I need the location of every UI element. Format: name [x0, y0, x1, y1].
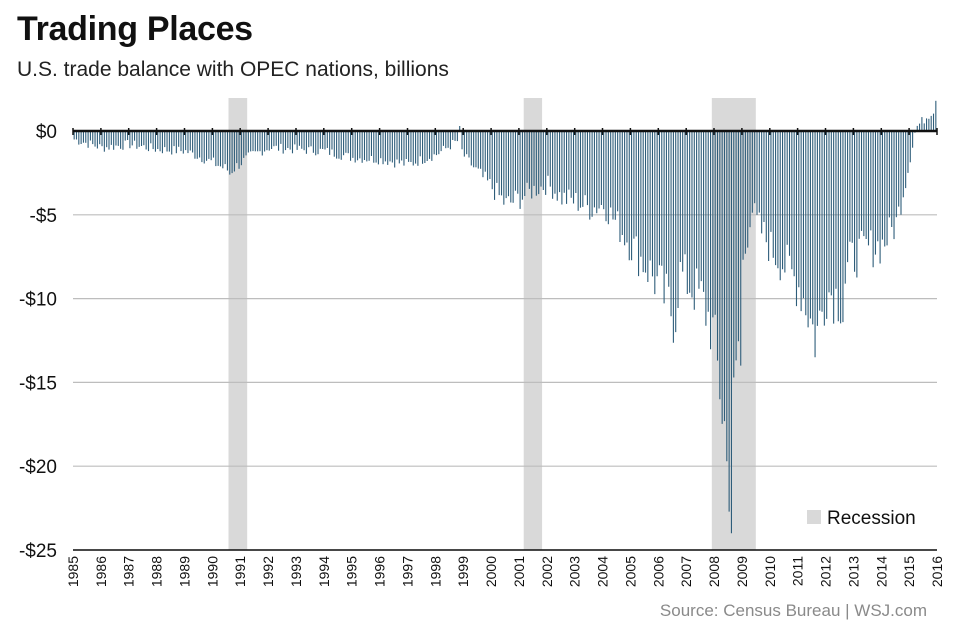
x-tick-label: 1988	[149, 556, 165, 587]
y-tick-label: -$20	[19, 457, 57, 478]
x-tick-label: 2006	[650, 556, 666, 587]
x-tick-label: 1994	[316, 556, 332, 587]
y-tick-label: $0	[36, 122, 57, 143]
recession-band-0	[228, 98, 248, 550]
chart-title: Trading Places	[17, 10, 253, 48]
x-tick-label: 1997	[400, 556, 416, 587]
legend: Recession	[807, 508, 916, 529]
x-tick-label: 1993	[288, 556, 304, 587]
x-tick-label: 1998	[427, 556, 443, 587]
x-tick-label: 2008	[706, 556, 722, 587]
x-tick-label: 1996	[372, 556, 388, 587]
chart-subtitle: U.S. trade balance with OPEC nations, bi…	[17, 58, 449, 81]
axes: 1985 1986 1987 1988 1989 1990 1991 1992 1993 1994…	[65, 128, 945, 587]
x-tick-label: 1990	[204, 556, 220, 587]
x-tick-label: 1992	[260, 556, 276, 587]
y-tick-label: -$10	[19, 290, 57, 311]
x-tick-label: 1999	[455, 556, 471, 587]
x-tick-label: 2013	[845, 556, 861, 587]
x-tick-label: 1985	[65, 556, 81, 587]
x-tick-label: 2010	[762, 556, 778, 587]
x-tick-label: 2007	[678, 556, 694, 587]
x-tick-label: 2004	[595, 556, 611, 587]
y-tick-label: -$15	[19, 373, 57, 394]
x-tick-label: 2005	[622, 556, 638, 587]
x-tick-label: 1991	[232, 556, 248, 587]
x-tick-label: 1995	[344, 556, 360, 587]
x-tick-label: 2003	[567, 556, 583, 587]
x-tick-label: 2001	[511, 556, 527, 587]
source-credit: Source: Census Bureau | WSJ.com	[659, 601, 927, 620]
y-tick-label: -$5	[30, 206, 57, 227]
x-tick-label: 2011	[790, 556, 806, 586]
gridlines: $0 -$5 -$10 -$15 -$20 -$25	[19, 122, 937, 562]
bars	[73, 100, 937, 534]
x-tick-label: 1987	[121, 556, 137, 587]
x-tick-label: 2012	[818, 556, 834, 587]
y-tick-label: -$25	[19, 541, 57, 562]
x-tick-label: 2000	[483, 556, 499, 587]
legend-recession-label: Recession	[827, 508, 916, 529]
x-tick-label: 2002	[539, 556, 555, 587]
legend-recession-swatch	[807, 510, 821, 524]
recession-band-1	[523, 98, 543, 550]
x-tick-label: 1989	[177, 556, 193, 587]
x-tick-label: 1986	[93, 556, 109, 587]
x-tick-label: 2015	[901, 556, 917, 587]
x-tick-label: 2009	[734, 556, 750, 587]
x-tick-label: 2016	[929, 556, 945, 587]
x-tick-label: 2014	[873, 556, 889, 587]
